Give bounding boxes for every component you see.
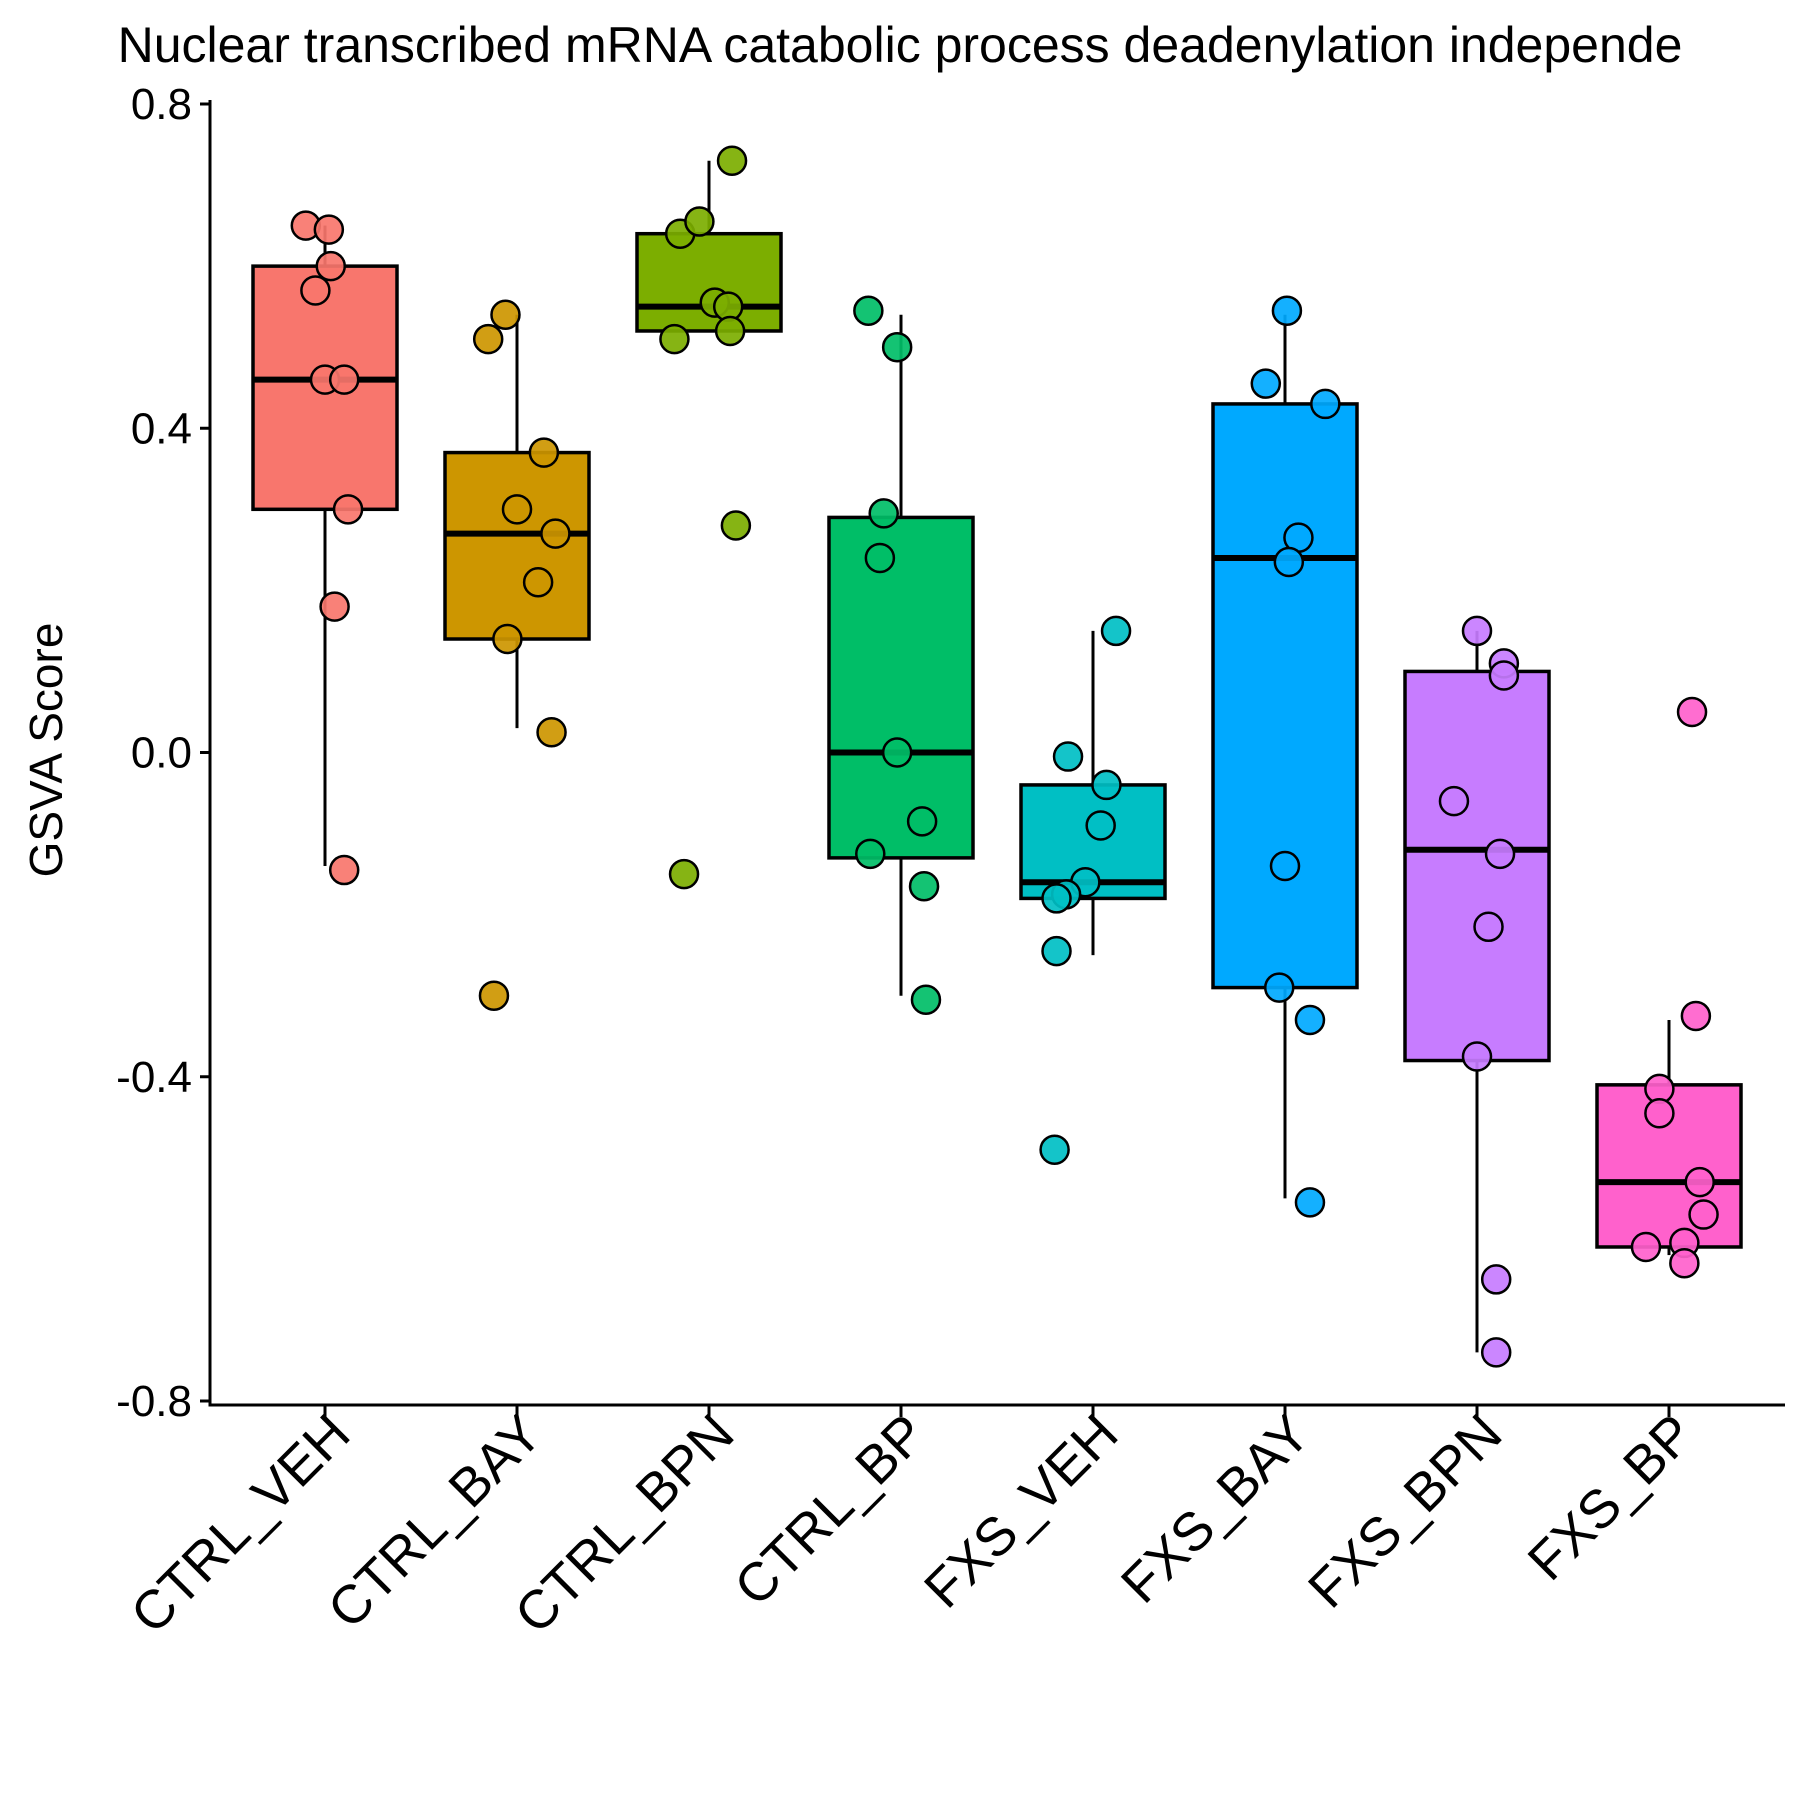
- data-point: [472, 323, 504, 355]
- y-tick-label: -0.4: [116, 1053, 192, 1102]
- data-point: [668, 858, 700, 890]
- box-group-fxs-bp: [1595, 696, 1743, 1279]
- x-tick-label: FXS_BAY: [1110, 1403, 1322, 1615]
- data-point: [714, 315, 746, 347]
- data-point: [908, 871, 940, 902]
- y-tick-label: 0.0: [131, 729, 192, 778]
- data-point: [659, 323, 690, 355]
- data-point: [492, 623, 523, 655]
- data-point: [1630, 1231, 1662, 1263]
- y-tick-label: -0.8: [116, 1377, 192, 1426]
- box-group-fxs-bay: [1211, 295, 1359, 1218]
- data-point: [1052, 741, 1084, 772]
- data-point: [684, 206, 715, 237]
- data-point: [855, 838, 886, 870]
- x-tick-label: FXS_BP: [1517, 1403, 1706, 1592]
- data-point: [1484, 838, 1516, 870]
- data-point: [720, 510, 752, 541]
- box-group-fxs-veh: [1019, 615, 1167, 1165]
- box-group-ctrl-veh: [251, 210, 399, 886]
- data-point: [1473, 911, 1504, 943]
- data-point: [540, 518, 571, 549]
- y-tick-label: 0.4: [131, 404, 192, 453]
- box-group-ctrl-bpn: [635, 145, 783, 890]
- data-point: [522, 567, 554, 598]
- data-point: [1041, 935, 1072, 967]
- data-point: [1438, 785, 1470, 817]
- data-point: [1269, 850, 1301, 882]
- data-point: [853, 295, 884, 326]
- data-point: [328, 364, 360, 395]
- data-point: [1100, 615, 1132, 647]
- data-point: [910, 984, 942, 1015]
- data-point: [319, 591, 350, 622]
- data-point: [1680, 1000, 1712, 1032]
- chart-title: Nuclear transcribed mRNA catabolic proce…: [118, 17, 1683, 73]
- y-axis-label: GSVA Score: [20, 623, 72, 878]
- data-point: [868, 498, 899, 529]
- data-point: [1294, 1004, 1326, 1036]
- data-point: [328, 854, 360, 886]
- box-iqr: [827, 515, 975, 860]
- data-point: [881, 331, 913, 363]
- data-point: [315, 250, 347, 282]
- data-point: [501, 494, 533, 525]
- data-point: [1294, 1187, 1326, 1218]
- data-point: [313, 214, 345, 245]
- data-point: [1085, 810, 1116, 841]
- box-group-fxs-bpn: [1403, 615, 1551, 1368]
- data-point: [1461, 1041, 1493, 1072]
- data-point: [490, 299, 521, 331]
- y-tick-label: 0.8: [131, 80, 192, 129]
- box-group-ctrl-bp: [827, 295, 975, 1015]
- data-point: [1310, 388, 1341, 420]
- box-iqr: [1211, 402, 1359, 990]
- plot-area: 0.80.40.0-0.4-0.8CTRL_VEHCTRL_BAYCTRL_BP…: [116, 80, 1785, 1645]
- data-point: [528, 437, 560, 468]
- x-tick-label: CTRL_VEH: [120, 1403, 362, 1645]
- data-point: [300, 275, 331, 306]
- x-tick-label: CTRL_BP: [723, 1403, 937, 1617]
- box-iqr: [251, 264, 399, 512]
- data-point: [1461, 615, 1493, 647]
- data-point: [332, 494, 364, 525]
- data-point: [1273, 546, 1305, 578]
- data-point: [881, 737, 913, 768]
- data-point: [1039, 1134, 1070, 1165]
- data-point: [906, 806, 938, 837]
- data-point: [1676, 696, 1708, 728]
- data-point: [536, 716, 567, 748]
- box-iqr: [1403, 669, 1551, 1063]
- data-point: [1488, 660, 1520, 691]
- box-iqr: [443, 450, 591, 641]
- data-point: [1271, 295, 1303, 326]
- data-point: [1263, 972, 1295, 1003]
- data-point: [1684, 1166, 1715, 1198]
- data-point: [1480, 1264, 1512, 1295]
- data-point: [716, 145, 748, 176]
- data-point: [1688, 1199, 1719, 1230]
- box-group-ctrl-bay: [443, 299, 591, 1011]
- data-point: [1250, 368, 1282, 399]
- data-point: [1669, 1247, 1700, 1279]
- data-point: [1041, 883, 1072, 914]
- data-point: [864, 542, 896, 574]
- x-tick-label: FXS_VEH: [913, 1403, 1129, 1619]
- data-point: [1644, 1097, 1675, 1129]
- data-point: [478, 980, 510, 1011]
- data-point: [1480, 1337, 1512, 1368]
- x-tick-label: FXS_BPN: [1297, 1403, 1513, 1619]
- data-point: [1091, 769, 1122, 801]
